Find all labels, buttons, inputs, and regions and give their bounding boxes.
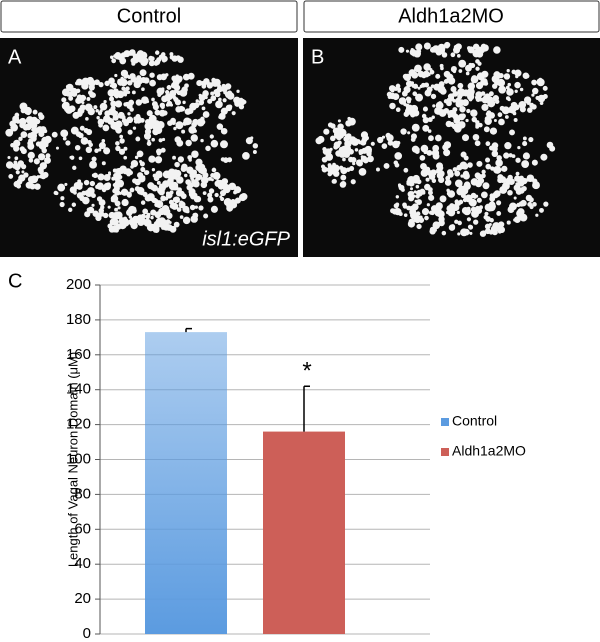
y-tick-label: 40 <box>74 555 91 572</box>
y-tick-label: 80 <box>74 485 91 502</box>
bar <box>145 332 227 634</box>
y-tick-label: 60 <box>74 520 91 537</box>
legend-swatch <box>441 448 449 456</box>
y-tick-label: 100 <box>66 450 91 467</box>
cells <box>315 41 556 237</box>
panel-header: Aldh1a2MO <box>398 5 504 27</box>
y-axis-label: Length of Vagal Neuron Domain (μM) <box>65 352 80 567</box>
y-tick-label: 200 <box>66 276 91 293</box>
y-tick-label: 160 <box>66 346 91 363</box>
cells <box>5 49 259 233</box>
error-bar <box>303 385 310 432</box>
legend-label: Aldh1a2MO <box>452 443 526 459</box>
y-tick-label: 180 <box>66 311 91 328</box>
header-box <box>303 0 600 33</box>
y-tick-label: 20 <box>74 590 91 607</box>
legend-label: Control <box>452 413 497 429</box>
y-tick-label: 120 <box>66 416 91 433</box>
panel-label: B <box>311 46 324 68</box>
panel-label: A <box>8 46 22 68</box>
chart: 0 20 40 60 80 100 120 140 160 180 200 Length of Vag… <box>65 276 526 642</box>
image-caption: isl1:eGFP <box>202 228 290 250</box>
bar <box>263 431 345 634</box>
panel-header: Control <box>117 5 181 27</box>
y-tick-label: 0 <box>83 625 91 642</box>
legend-swatch <box>441 418 449 426</box>
panel-label: C <box>8 270 22 292</box>
header-box <box>0 0 298 33</box>
y-tick-label: 140 <box>66 381 91 398</box>
error-bar <box>185 327 192 333</box>
annotation: * <box>302 358 311 385</box>
